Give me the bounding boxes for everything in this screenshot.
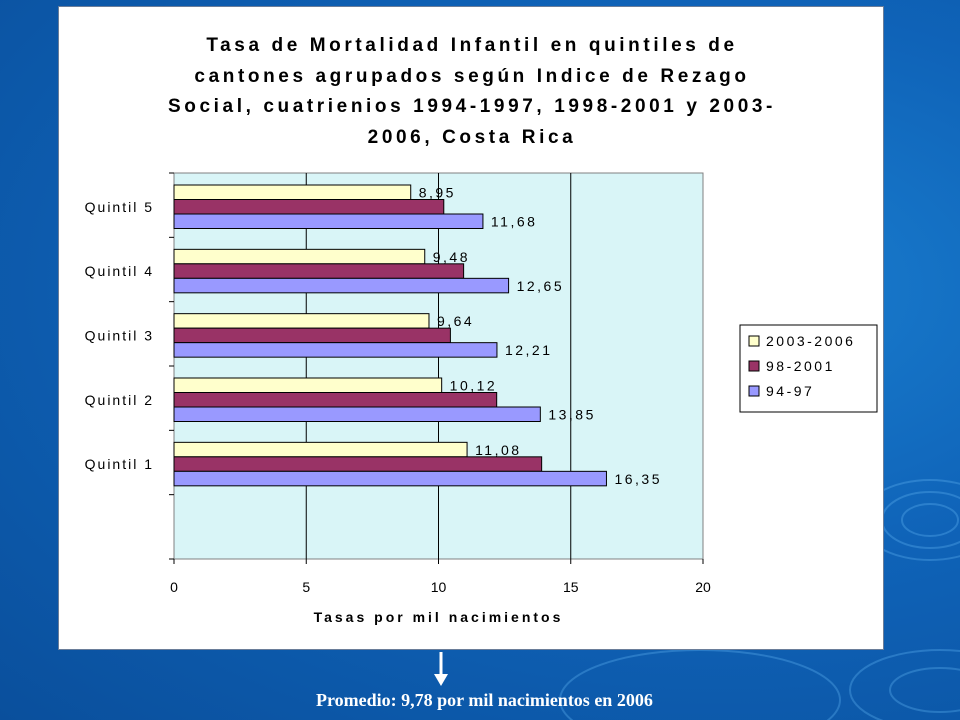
bar [173,277,510,294]
bar [173,213,484,229]
x-tick-label: 0 [170,579,178,595]
data-label: 10,12 [450,378,498,394]
legend-swatch [748,385,760,397]
category-label: Quintil 1 [85,456,154,472]
category-label: Quintil 4 [85,263,154,279]
bar [173,199,445,215]
bar [173,327,451,344]
bar [173,184,412,200]
category-label: Quintil 2 [85,392,154,408]
category-label: Quintil 5 [85,199,154,215]
category-label: Quintil 3 [85,327,154,343]
data-label: 8,95 [419,185,456,201]
x-tick-label: 10 [431,579,447,595]
bar [173,313,430,329]
chart-title-line-1: Tasa de Mortalidad Infantil en quintiles… [206,35,738,56]
bar [173,456,543,472]
x-tick-label: 5 [302,579,310,595]
bar-chart: Quintil 5 8,95 11,68 Quintil 4 9,48 12,65 Quin… [85,172,878,625]
chart-title-line-2: cantones agrupados según Indice de Rezag… [194,65,750,87]
down-arrow-icon [434,652,448,686]
data-label: 9,64 [437,313,474,329]
data-label: 12,65 [517,278,565,294]
chart-title-line-3: Social, cuatrienios 1994-1997, 1998-2001… [168,96,776,117]
legend-swatch [748,335,760,347]
x-tick-label: 15 [563,579,579,595]
legend-entry: 94-97 [766,383,814,399]
data-label: 13,85 [548,407,596,423]
legend-entry: 98-2001 [766,358,835,374]
chart-title: Tasa de Mortalidad Infantil en quintiles… [59,31,885,153]
bar [173,342,498,358]
legend [739,324,878,413]
bar [173,377,443,393]
legend-entry: 2003-2006 [766,333,855,349]
bar [173,406,541,422]
bar [173,263,465,279]
x-axis-title: Tasas por mil nacimientos [314,609,564,625]
data-label: 11,08 [475,442,522,458]
data-label: 16,35 [614,471,662,487]
chart-title-line-4: 2006, Costa Rica [367,126,577,148]
footer-note: Promedio: 9,78 por mil nacimientos en 20… [316,690,653,710]
data-label: 9,48 [433,249,470,265]
bar [173,248,426,265]
x-tick-label: 20 [695,579,711,595]
chart-panel: Tasa de Mortalidad Infantil en quintiles… [58,6,884,650]
bar [173,470,607,487]
legend-swatch [748,360,760,372]
data-label: 11,68 [491,214,538,230]
data-label: 12,21 [505,342,553,358]
bar [173,441,468,458]
bar [173,392,498,408]
